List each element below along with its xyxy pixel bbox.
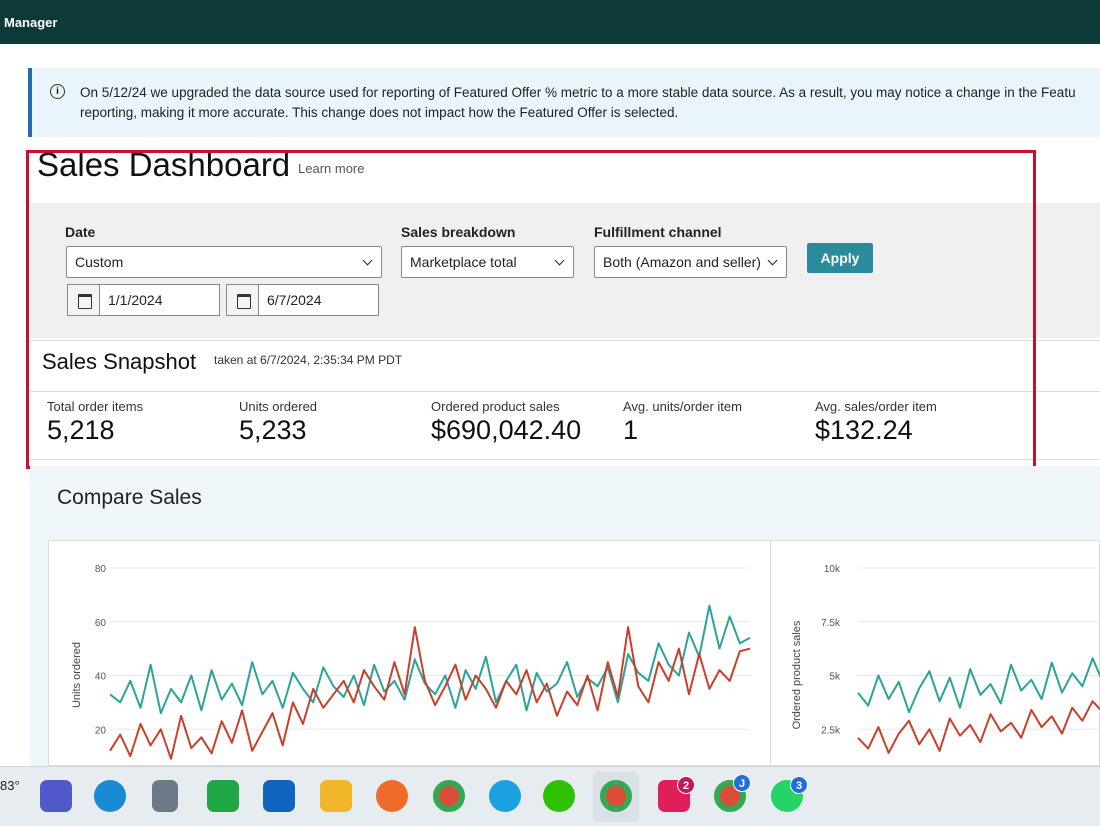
series-line: [109, 626, 751, 760]
folder-icon[interactable]: [320, 780, 352, 812]
badge: J: [733, 774, 751, 792]
metric-value: $690,042.40: [431, 415, 582, 445]
metric-value: $132.24: [815, 415, 913, 445]
filter-label: Date: [65, 224, 96, 240]
badge: 3: [790, 776, 808, 794]
top-bar: Manager: [0, 0, 1100, 44]
chart: 20 40 60 80 Units ordered: [71, 564, 751, 760]
firefox-icon[interactable]: [376, 780, 408, 812]
teams-icon[interactable]: [40, 780, 72, 812]
divider: [30, 391, 1100, 392]
badge: 2: [677, 776, 695, 794]
y-axis-label: Units ordered: [71, 642, 83, 708]
edge-icon[interactable]: [94, 780, 126, 812]
snapshot-time: taken at 6/7/2024, 2:35:34 PM PDT: [214, 353, 403, 367]
highlight-box: [26, 150, 1036, 469]
y-axis-label: Ordered product sales: [791, 620, 803, 729]
snapshot-title: Sales Snapshot: [42, 349, 197, 374]
weather: 83°: [0, 778, 20, 793]
metric-label: Ordered product sales: [431, 399, 560, 414]
y-tick-label: 7.5k: [821, 618, 841, 629]
fulfillment-select[interactable]: Both (Amazon and seller): [594, 246, 787, 278]
filter-label: Fulfillment channel: [594, 224, 722, 240]
notice-text: reporting, making it more accurate. This…: [80, 105, 679, 120]
metric-label: Avg. units/order item: [623, 399, 742, 414]
snapshot-panel: [30, 340, 1100, 460]
series-line: [857, 657, 1100, 714]
y-tick-label: 20: [95, 725, 107, 736]
date-select[interactable]: Custom: [66, 246, 382, 278]
divider: [770, 540, 771, 766]
notice: i On 5/12/24 we upgraded the data source…: [28, 68, 1100, 137]
filter-label: Sales breakdown: [401, 224, 516, 240]
notice-text: On 5/12/24 we upgraded the data source u…: [80, 85, 1076, 100]
metric-label: Units ordered: [239, 399, 318, 414]
chrome-icon[interactable]: [600, 780, 632, 812]
y-tick-label: 10k: [824, 564, 841, 575]
learn-more-link[interactable]: Learn more: [298, 161, 365, 176]
chrome-icon[interactable]: [433, 780, 465, 812]
y-tick-label: 60: [95, 618, 107, 629]
metric-value: 5,218: [47, 415, 115, 445]
skype-icon[interactable]: [489, 780, 521, 812]
chart: 2.5k 5k 7.5k 10k Ordered product sales: [791, 564, 1100, 754]
y-tick-label: 40: [95, 672, 107, 683]
breakdown-select[interactable]: Marketplace total: [401, 246, 574, 278]
chat-icon[interactable]: [207, 780, 239, 812]
info-icon: i: [50, 84, 65, 99]
metric-label: Total order items: [47, 399, 144, 414]
compare-title: Compare Sales: [57, 486, 202, 509]
metric-value: 5,233: [239, 415, 307, 445]
metric-value: 1: [623, 415, 639, 445]
app-title: Manager: [4, 15, 58, 30]
calculator-icon[interactable]: [152, 780, 178, 812]
y-tick-label: 80: [95, 564, 107, 575]
series-line: [857, 700, 1100, 754]
series-line: [109, 604, 751, 715]
y-tick-label: 2.5k: [821, 725, 841, 736]
apply-button[interactable]: Apply: [807, 243, 873, 273]
metric-label: Avg. sales/order item: [815, 399, 937, 414]
chart-box: [48, 540, 1100, 766]
end-date-input[interactable]: 6/7/2024: [258, 284, 379, 316]
y-tick-label: 5k: [829, 672, 841, 683]
calendar-button[interactable]: [67, 284, 100, 316]
wechat-icon[interactable]: [543, 780, 575, 812]
outlook-icon[interactable]: [263, 780, 295, 812]
start-date-input[interactable]: 1/1/2024: [99, 284, 220, 316]
